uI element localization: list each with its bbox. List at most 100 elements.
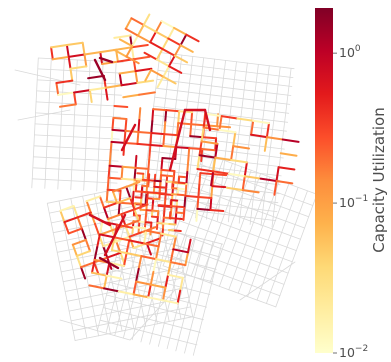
util-segment: [104, 84, 123, 89]
util-segment: [177, 187, 186, 191]
util-segment: [178, 175, 187, 179]
util-segment: [149, 132, 153, 146]
street-segment: [158, 61, 294, 78]
util-segment: [113, 236, 131, 242]
util-segment: [160, 232, 177, 238]
util-segment: [189, 123, 193, 138]
util-segment: [149, 144, 165, 147]
util-segment: [171, 187, 180, 190]
street-segment: [192, 243, 223, 356]
util-segment: [145, 197, 149, 206]
util-segment: [55, 79, 74, 84]
util-segment: [168, 108, 187, 172]
util-segment: [111, 128, 127, 132]
util-segment: [252, 119, 270, 125]
util-segment: [59, 209, 66, 224]
util-segment: [155, 58, 170, 68]
util-segment: [165, 174, 169, 183]
util-segment: [107, 213, 123, 220]
util-segment: [265, 122, 270, 139]
util-segment: [67, 53, 86, 58]
street-segment: [155, 87, 291, 105]
util-segment: [175, 199, 179, 208]
util-segment: [156, 75, 165, 89]
street-segment: [179, 220, 293, 263]
util-segment: [250, 133, 268, 139]
util-segment: [162, 222, 171, 225]
street-segment: [36, 79, 123, 85]
util-segment: [143, 51, 158, 61]
util-segment: [168, 217, 177, 220]
util-segment: [144, 209, 148, 218]
util-segment: [80, 261, 96, 269]
util-segment: [164, 186, 168, 195]
util-segment: [69, 65, 88, 70]
util-segment: [275, 180, 294, 185]
util-segment: [173, 26, 188, 36]
util-segment: [185, 33, 200, 43]
util-segment: [130, 46, 135, 61]
util-segment: [168, 223, 177, 226]
util-segment: [76, 216, 83, 230]
util-segment: [137, 131, 153, 134]
street-segment: [59, 319, 131, 341]
util-segment: [110, 249, 128, 255]
util-segment: [163, 121, 167, 136]
util-segment: [195, 207, 199, 222]
util-segment: [123, 252, 128, 267]
util-segment: [177, 122, 193, 126]
util-segment: [190, 123, 206, 127]
util-segment: [187, 147, 191, 162]
util-segment: [190, 111, 194, 126]
util-segment: [144, 69, 152, 82]
util-segment: [135, 280, 152, 286]
util-segment: [140, 190, 149, 194]
street-segment: [34, 134, 120, 140]
util-segment: [120, 81, 139, 87]
util-segment: [120, 177, 136, 181]
util-segment: [152, 185, 156, 194]
util-segment: [160, 168, 176, 172]
util-segment: [184, 194, 200, 198]
util-segment: [144, 191, 148, 206]
street-segment: [166, 236, 196, 350]
util-segment: [122, 93, 141, 99]
util-segment: [151, 108, 155, 123]
street-segment: [14, 69, 81, 86]
util-segment: [145, 229, 163, 235]
util-segment: [156, 210, 160, 219]
util-segment: [161, 299, 179, 305]
util-segment: [136, 142, 152, 146]
street-segment: [115, 256, 214, 283]
util-segment: [138, 220, 147, 224]
util-segment: [50, 46, 54, 61]
util-segment: [163, 198, 167, 207]
util-segment: [259, 177, 278, 182]
util-segment: [105, 274, 123, 280]
util-segment: [152, 191, 161, 195]
street-segment: [174, 231, 289, 274]
util-segment: [117, 290, 135, 296]
util-segment: [110, 128, 114, 143]
util-segment: [91, 271, 108, 277]
util-segment: [112, 116, 128, 120]
util-segment: [172, 170, 176, 184]
util-segment: [149, 221, 153, 230]
util-segment: [170, 193, 179, 196]
util-segment: [108, 164, 124, 168]
util-segment: [103, 287, 120, 293]
util-segment: [172, 235, 177, 251]
util-segment: [93, 261, 100, 275]
util-segment: [98, 256, 120, 270]
util-segment: [59, 103, 77, 108]
street-segment: [153, 105, 289, 123]
util-segment: [163, 204, 172, 208]
util-segment: [80, 227, 87, 241]
util-segment: [93, 256, 109, 264]
util-segment: [81, 41, 86, 56]
util-segment: [144, 221, 153, 224]
util-segment: [153, 179, 162, 183]
util-segment: [177, 181, 186, 185]
street-segment: [159, 52, 295, 70]
util-segment: [149, 41, 164, 50]
